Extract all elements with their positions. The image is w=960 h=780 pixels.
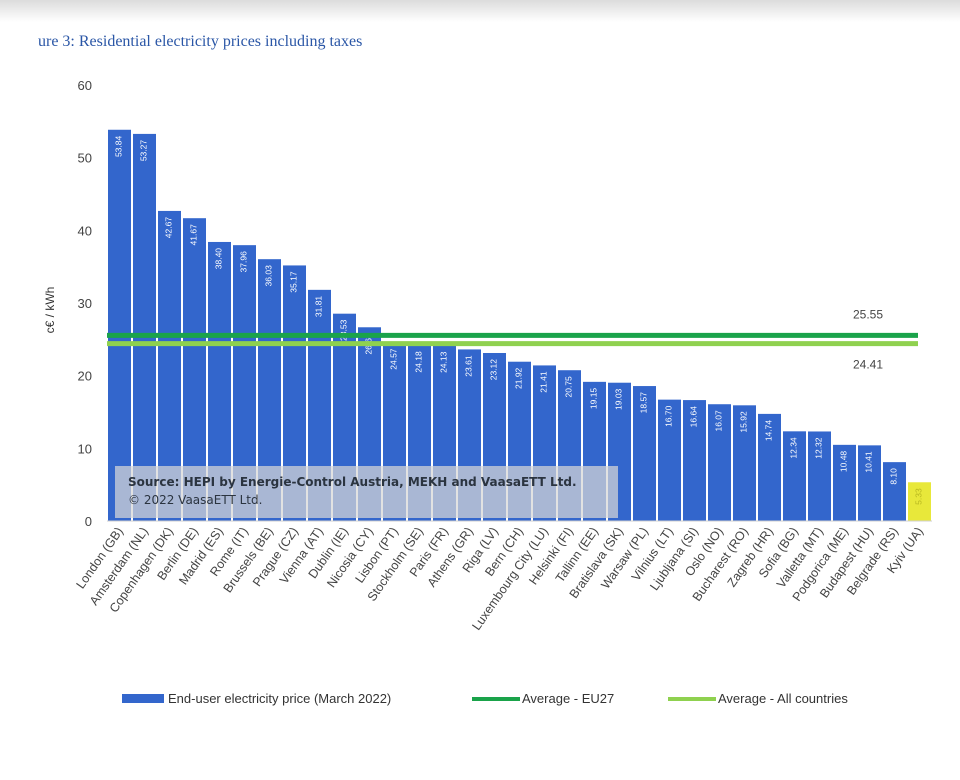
bar-value-label: 36.03 <box>264 265 274 287</box>
y-tick-label: 40 <box>78 223 92 238</box>
bar <box>858 445 881 521</box>
legend-item-eu27: Average - EU27 <box>472 690 614 706</box>
bar-value-label: 19.15 <box>589 388 599 410</box>
bar <box>733 405 756 521</box>
bar <box>133 133 156 521</box>
bar-value-label: 20.75 <box>564 376 574 398</box>
bar <box>658 399 681 521</box>
bar-value-label: 21.92 <box>514 367 524 389</box>
bar-value-label: 23.61 <box>464 355 474 377</box>
bar <box>683 400 706 521</box>
bar-value-label: 15.92 <box>739 411 749 433</box>
bar-value-label: 16.64 <box>689 406 699 428</box>
y-tick-label: 0 <box>85 514 92 529</box>
copyright-text: © 2022 VaasaETT Ltd. <box>128 493 263 507</box>
all-countries-average-label: 24.41 <box>853 358 883 372</box>
bar-value-label: 31.81 <box>314 296 324 318</box>
bar-value-label: 28.53 <box>339 319 349 341</box>
bar-value-label: 5.33 <box>914 488 924 505</box>
legend-item-price: End-user electricity price (March 2022) <box>122 690 391 706</box>
bar <box>308 289 331 521</box>
bar-value-label: 18.57 <box>639 392 649 414</box>
bar <box>283 265 306 521</box>
bar <box>883 462 906 521</box>
bar-value-label: 41.67 <box>189 224 199 246</box>
y-tick-label: 20 <box>78 369 92 384</box>
bar-value-label: 14.74 <box>764 420 774 442</box>
bar <box>808 431 831 521</box>
bar-value-label: 37.96 <box>239 251 249 273</box>
legend-label-eu27: Average - EU27 <box>522 691 615 707</box>
y-tick-label: 30 <box>78 296 92 311</box>
eu27-average-label: 25.55 <box>853 307 883 321</box>
bar-value-label: 16.70 <box>664 405 674 427</box>
bar-value-label: 38.40 <box>214 248 224 270</box>
bar-value-label: 10.41 <box>864 451 874 473</box>
figure-title: ure 3: Residential electricity prices in… <box>38 33 363 50</box>
bars: 53.84 53.27 42.67 41.67 38.40 37.96 36.03 35.17… <box>108 129 931 521</box>
bar <box>708 404 731 521</box>
bar-value-label: 24.57 <box>389 348 399 370</box>
top-shadow <box>0 0 960 22</box>
legend-item-all: Average - All countries <box>668 690 848 706</box>
bar <box>783 431 806 521</box>
bar-value-label: 19.03 <box>614 388 624 410</box>
legend-swatch-eu27 <box>472 696 520 701</box>
legend-swatch-bar <box>122 694 164 704</box>
bar-value-label: 12.32 <box>814 437 824 459</box>
legend-swatch-all-countries <box>668 696 716 701</box>
y-tick-label: 10 <box>78 441 92 456</box>
y-tick-label: 60 <box>78 78 92 93</box>
bar <box>833 444 856 521</box>
legend-label-price: End-user electricity price (March 2022) <box>168 691 392 707</box>
legend-label-all: Average - All countries <box>718 691 848 707</box>
bar-value-label: 12.34 <box>789 437 799 459</box>
bar <box>908 482 931 521</box>
source-text: Source: HEPI by Energie-Control Austria,… <box>128 475 577 489</box>
bar-value-label: 23.12 <box>489 359 499 381</box>
bar-value-label: 21.41 <box>539 371 549 393</box>
bar <box>108 129 131 521</box>
source-note: Source: HEPI by Energie-Control Austria,… <box>115 466 618 518</box>
y-tick-label: 50 <box>78 151 92 166</box>
bar-value-label: 35.17 <box>289 271 299 293</box>
bar-value-label: 16.07 <box>714 410 724 432</box>
bar <box>233 245 256 521</box>
bar-value-label: 10.48 <box>839 451 849 473</box>
y-axis-ticks: 0 10 20 30 40 50 60 <box>78 78 92 529</box>
bar-value-label: 8.10 <box>889 468 899 485</box>
x-axis-labels: London (GB)Amsterdam (NL)Copenhagen (DK)… <box>73 525 926 633</box>
bar <box>258 259 281 521</box>
bar <box>758 413 781 521</box>
average-lines: 25.55 24.41 <box>107 307 918 372</box>
bar-value-label: 24.18 <box>414 351 424 373</box>
bar-value-label: 24.13 <box>439 351 449 373</box>
bar <box>183 218 206 521</box>
bar <box>633 386 656 521</box>
bar-value-label: 53.84 <box>114 136 124 158</box>
bar <box>208 241 231 521</box>
bar-value-label: 42.67 <box>164 217 174 239</box>
bar-value-label: 53.27 <box>139 140 149 162</box>
bar <box>158 210 181 521</box>
